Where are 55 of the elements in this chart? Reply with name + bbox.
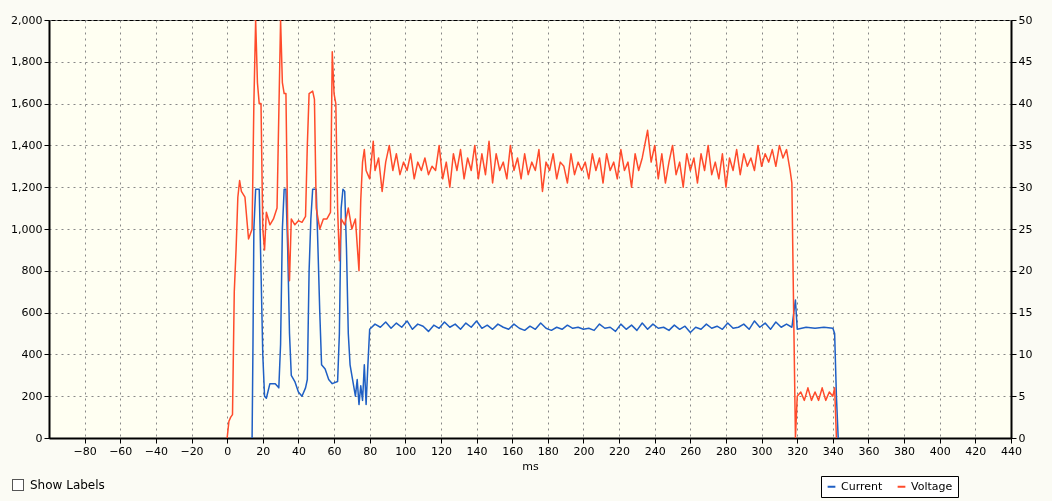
y2-tick-label: 50 <box>1018 13 1033 27</box>
y-tick-label: 1,200 <box>11 180 43 194</box>
y2-tick-label: 0 <box>1018 431 1026 445</box>
x-tick-label: 260 <box>680 444 702 458</box>
line-series <box>251 188 839 438</box>
y2-tick-label: 25 <box>1018 222 1033 236</box>
x-tick-label: 120 <box>430 444 452 458</box>
x-tick-label: −40 <box>144 444 168 458</box>
y-tick-label: 800 <box>21 264 43 278</box>
x-tick-label: 180 <box>537 444 559 458</box>
legend-label: Current <box>841 479 883 493</box>
x-tick-label: 220 <box>609 444 631 458</box>
y-tick-label: 600 <box>21 306 43 320</box>
text: Show Labels <box>30 478 105 492</box>
x-tick-label: −20 <box>180 444 204 458</box>
y2-tick-label: 35 <box>1018 138 1033 152</box>
y-tick-label: 2,000 <box>11 13 43 27</box>
y-tick-label: 0 <box>35 431 43 445</box>
x-tick-label: 440 <box>1001 444 1022 458</box>
x-tick-label: 380 <box>894 444 916 458</box>
x-tick-label: −60 <box>109 444 133 458</box>
x-tick-label: 0 <box>224 444 232 458</box>
y2-tick-label: 45 <box>1018 55 1033 69</box>
x-tick-label: 400 <box>929 444 951 458</box>
x-tick-label: 280 <box>715 444 737 458</box>
x-axis-title: ms <box>522 459 539 473</box>
x-tick-label: 100 <box>395 444 417 458</box>
y2-tick-label: 20 <box>1018 264 1033 278</box>
y-tick-label: 200 <box>21 389 43 403</box>
legend-label: Voltage <box>911 479 953 493</box>
x-tick-label: 240 <box>644 444 666 458</box>
x-tick-label: 80 <box>363 444 378 458</box>
x-tick-label: 20 <box>256 444 271 458</box>
y-tick-label: 1,000 <box>11 222 43 236</box>
x-tick-label: 40 <box>291 444 306 458</box>
x-tick-label: 420 <box>965 444 987 458</box>
x-tick-label: 160 <box>502 444 524 458</box>
x-tick-label: 300 <box>751 444 773 458</box>
x-tick-label: 200 <box>573 444 595 458</box>
line-series <box>226 20 838 438</box>
y2-tick-label: 5 <box>1018 389 1026 403</box>
y-tick-label: 1,800 <box>11 55 43 69</box>
x-tick-label: 140 <box>466 444 488 458</box>
x-tick-label: 60 <box>327 444 342 458</box>
y2-tick-label: 30 <box>1018 180 1033 194</box>
y-tick-label: 1,400 <box>11 138 43 152</box>
x-tick-label: 340 <box>822 444 844 458</box>
x-tick-label: −80 <box>73 444 97 458</box>
y2-tick-label: 10 <box>1018 347 1033 361</box>
x-tick-label: 320 <box>787 444 809 458</box>
y2-tick-label: 40 <box>1018 97 1033 111</box>
y-tick-label: 400 <box>21 347 43 361</box>
x-tick-label: 360 <box>858 444 880 458</box>
y-tick-label: 1,600 <box>11 97 43 111</box>
y2-tick-label: 15 <box>1018 306 1033 320</box>
